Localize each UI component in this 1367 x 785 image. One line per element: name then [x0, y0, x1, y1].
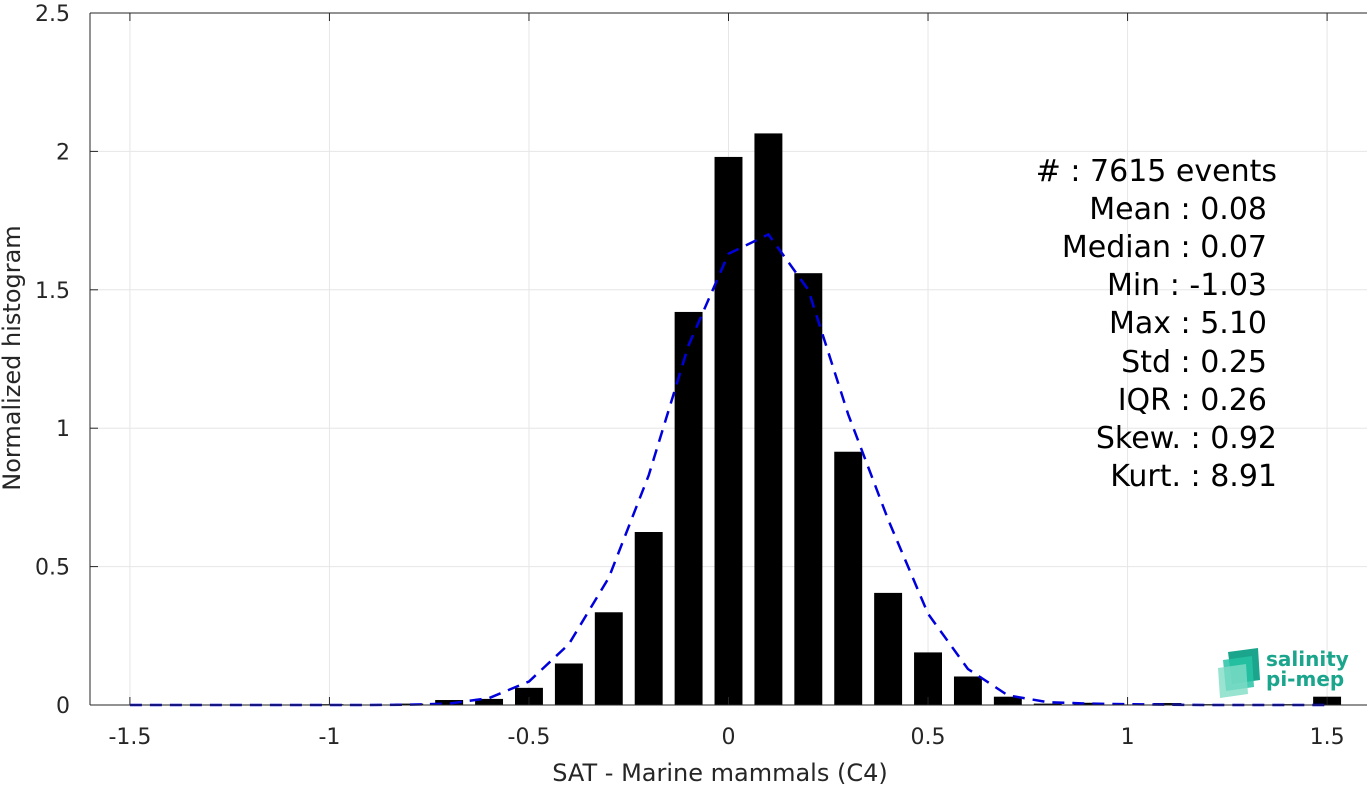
histogram-bar-12 — [594, 612, 623, 705]
histogram-bar-13 — [634, 532, 663, 705]
stat-kurt: Kurt. : 8.91 — [1110, 459, 1277, 494]
histogram-bar-11 — [554, 663, 583, 705]
histogram-bar-26 — [1153, 703, 1182, 705]
axes-frame — [89, 12, 1367, 706]
stat-median: Median : 0.07 — [1062, 230, 1267, 265]
y-axis-label: Normalized histogram — [0, 225, 26, 490]
histogram-bar-21 — [953, 676, 982, 705]
histogram-bar-17 — [794, 273, 823, 705]
y-tick-label-2: 1 — [56, 417, 70, 442]
histogram-bar-18 — [834, 451, 863, 705]
y-tick-label-3: 1.5 — [35, 279, 70, 304]
histogram-bar-23 — [1033, 703, 1062, 705]
histogram-bar-15 — [714, 156, 743, 705]
stat-mean: Mean : 0.08 — [1089, 192, 1267, 227]
stat-iqr: IQR : 0.26 — [1118, 383, 1267, 418]
logo-line-1: salinity — [1266, 647, 1349, 671]
y-tick-label-0: 0 — [56, 694, 70, 719]
fit-curve-layer — [129, 232, 1328, 707]
histogram-bar-22 — [993, 696, 1022, 705]
x-tick-label-0: -1.5 — [108, 725, 151, 750]
y-tick-label-4: 2 — [56, 140, 70, 165]
salinity-pi-mep-logo: salinity pi-mep — [1218, 647, 1349, 698]
x-tick-label-3: 0 — [722, 725, 736, 750]
y-tick-label-1: 0.5 — [35, 556, 70, 581]
histogram-bar-24 — [1073, 702, 1102, 705]
stats-annotations: # : 7615 events Mean : 0.08 Median : 0.0… — [1036, 154, 1277, 494]
stat-skew: Skew. : 0.92 — [1096, 421, 1277, 456]
y-tick-label-5: 2.5 — [35, 2, 70, 27]
histogram-bar-8 — [435, 700, 464, 705]
histogram-bar-10 — [515, 687, 543, 705]
logo-line-2: pi-mep — [1266, 667, 1344, 691]
stat-events: # : 7615 events — [1036, 154, 1277, 189]
x-tick-label-5: 1 — [1121, 725, 1135, 750]
histogram-bar-19 — [874, 592, 903, 705]
x-tick-label-1: -1 — [318, 725, 340, 750]
histogram-bar-7 — [395, 703, 424, 705]
logo-wave-icon — [1218, 648, 1260, 698]
histogram-bar-16 — [754, 133, 783, 705]
x-tick-label-2: -0.5 — [508, 725, 551, 750]
x-axis-label: SAT - Marine mammals (C4) — [552, 759, 887, 785]
histogram-bar-9 — [475, 698, 504, 705]
histogram-bar-20 — [914, 652, 942, 705]
fit-curve-line — [129, 232, 1328, 707]
stat-max: Max : 5.10 — [1109, 306, 1267, 341]
histogram-bar-14 — [674, 311, 703, 705]
x-tick-label-4: 0.5 — [911, 725, 946, 750]
x-tick-label-6: 1.5 — [1310, 725, 1345, 750]
x-tick-labels: -1.5 -1 -0.5 0 0.5 1 1.5 — [108, 725, 1344, 750]
stat-min: Min : -1.03 — [1107, 268, 1267, 303]
stat-std: Std : 0.25 — [1121, 345, 1267, 380]
y-tick-labels: 0 0.5 1 1.5 2 2.5 — [35, 2, 70, 719]
